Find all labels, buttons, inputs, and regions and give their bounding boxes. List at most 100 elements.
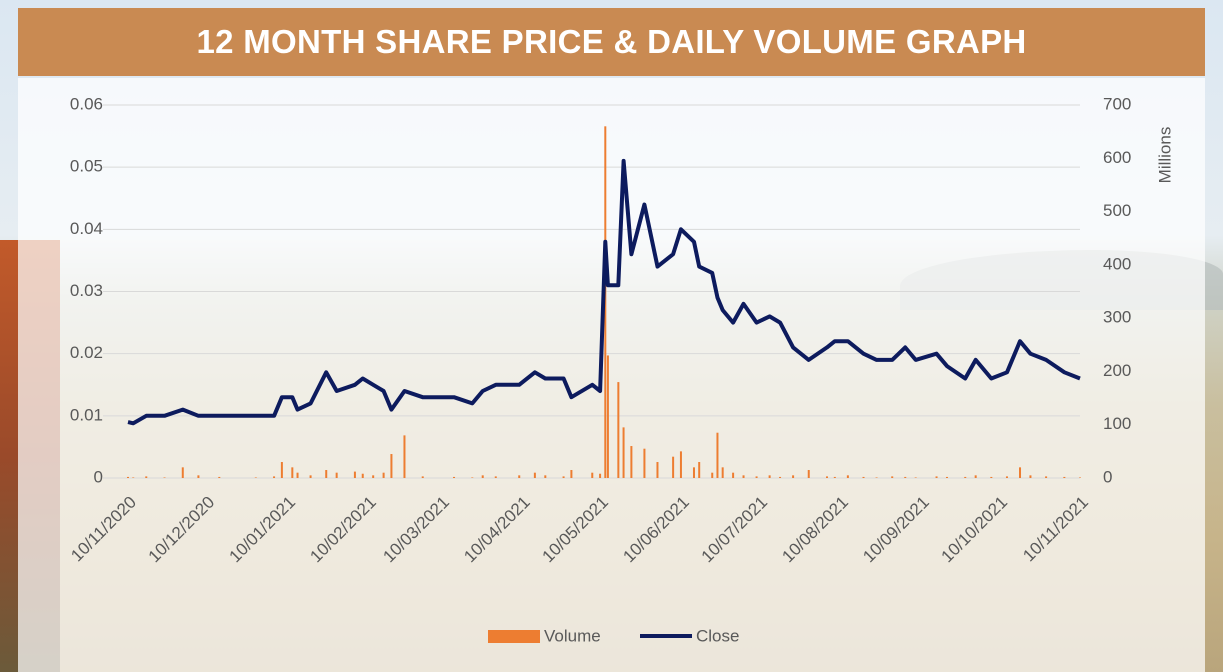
volume-bar: [826, 476, 828, 478]
volume-bar: [643, 449, 645, 478]
volume-bar: [354, 472, 356, 478]
x-tick-label: 10/05/2021: [538, 493, 612, 567]
volume-bar: [617, 382, 619, 478]
volume-bar: [362, 474, 364, 478]
volume-bar: [281, 462, 283, 478]
x-tick-label: 10/03/2021: [379, 493, 453, 567]
volume-bar: [711, 473, 713, 478]
x-tick-label: 10/01/2021: [225, 493, 299, 567]
volume-bar: [656, 462, 658, 478]
volume-bar: [563, 476, 565, 478]
volume-bar: [297, 473, 299, 478]
x-tick-label: 10/11/2020: [67, 493, 140, 566]
x-tick-label: 10/12/2020: [145, 493, 219, 567]
volume-bar: [672, 457, 674, 478]
volume-bar: [863, 477, 865, 478]
volume-bar: [325, 470, 327, 478]
legend-label: Volume: [544, 626, 601, 645]
y2-tick-label: 400: [1103, 254, 1131, 273]
volume-bar: [372, 475, 374, 478]
volume-bar: [495, 476, 497, 478]
x-tick-label: 10/11/2021: [1019, 493, 1092, 566]
volume-bar: [904, 477, 906, 478]
y-tick-label: 0.02: [70, 343, 103, 362]
volume-bar: [403, 435, 405, 478]
y-tick-label: 0.04: [70, 219, 103, 238]
chart: Millions 0 0.01 0.02 0.03 0.04 0.05 0.06 0 100 20…: [0, 0, 1223, 672]
x-tick-label: 10/08/2021: [778, 493, 852, 567]
volume-bar: [1029, 475, 1031, 478]
volume-bar: [769, 475, 771, 478]
y2-tick-label: 100: [1103, 414, 1131, 433]
volume-bar: [145, 476, 147, 478]
volume-bar: [693, 467, 695, 478]
volume-bar: [544, 475, 546, 478]
y-tick-label: 0.01: [70, 405, 103, 424]
volume-bar: [915, 477, 917, 478]
legend-label: Close: [696, 626, 739, 645]
volume-bar: [834, 477, 836, 478]
volume-bar: [722, 467, 724, 478]
x-tick-label: 10/02/2021: [306, 493, 380, 567]
volume-bar: [808, 470, 810, 478]
y2-tick-label: 300: [1103, 308, 1131, 327]
volume-bar: [876, 477, 878, 478]
y2-tick-label: 200: [1103, 361, 1131, 380]
volume-bar: [630, 446, 632, 478]
volume-bar: [990, 477, 992, 478]
volume-bar: [964, 477, 966, 478]
volume-bar: [975, 475, 977, 478]
x-tick-label: 10/04/2021: [460, 493, 534, 567]
y2-tick-label: 500: [1103, 201, 1131, 220]
volume-bar: [1019, 467, 1021, 478]
volume-bar: [471, 477, 473, 478]
volume-bar: [698, 462, 700, 478]
volume-bar: [716, 433, 718, 478]
y2-tick-label: 600: [1103, 148, 1131, 167]
volume-bar: [1045, 476, 1047, 478]
volume-bar: [792, 475, 794, 478]
volume-bar: [453, 477, 455, 478]
close-line: [128, 161, 1080, 423]
volume-bar: [1006, 476, 1008, 478]
volume-bar: [779, 477, 781, 478]
y-tick-label: 0.03: [70, 281, 103, 300]
legend-swatch: [488, 630, 540, 643]
volume-bar: [422, 476, 424, 478]
volume-bar: [570, 470, 572, 478]
x-tick-label: 10/09/2021: [859, 493, 933, 567]
volume-bar: [336, 473, 338, 478]
volume-bar: [680, 451, 682, 478]
y-tick-label: 0.06: [70, 94, 103, 113]
y-tick-label: 0: [94, 467, 103, 486]
volume-bar: [936, 476, 938, 478]
y2-axis-label: Millions: [1155, 127, 1174, 184]
volume-bar: [273, 476, 275, 478]
volume-bar: [891, 476, 893, 478]
volume-bar: [390, 454, 392, 478]
y2-tick-label: 700: [1103, 94, 1131, 113]
volume-bar: [291, 467, 293, 478]
volume-bar: [756, 476, 758, 478]
y-tick-label: 0.05: [70, 157, 103, 176]
volume-bar: [482, 475, 484, 478]
volume-bar: [182, 467, 184, 478]
volume-bar: [732, 473, 734, 478]
volume-bar: [623, 427, 625, 478]
volume-bar: [607, 355, 609, 478]
volume-bar: [383, 473, 385, 478]
page: 12 MONTH SHARE PRICE & DAILY VOLUME GRAP…: [0, 0, 1223, 672]
volume-bar: [743, 475, 745, 478]
volume-bar: [591, 473, 593, 478]
volume-bar: [534, 473, 536, 478]
volume-bar: [847, 475, 849, 478]
volume-bar: [218, 477, 220, 478]
x-tick-label: 10/07/2021: [698, 493, 772, 567]
volume-bar: [599, 474, 601, 478]
volume-bar: [255, 477, 257, 478]
volume-bar: [1079, 477, 1081, 478]
volume-bar: [310, 475, 312, 478]
volume-bar: [197, 475, 199, 478]
y2-tick-label: 0: [1103, 467, 1112, 486]
volume-bar: [127, 477, 129, 478]
